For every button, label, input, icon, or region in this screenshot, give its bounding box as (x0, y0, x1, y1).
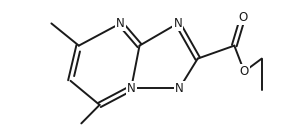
Text: O: O (238, 11, 247, 24)
Text: N: N (173, 17, 182, 30)
Text: N: N (127, 82, 136, 95)
Text: O: O (240, 65, 249, 78)
Text: N: N (116, 17, 125, 30)
Text: N: N (175, 82, 184, 95)
